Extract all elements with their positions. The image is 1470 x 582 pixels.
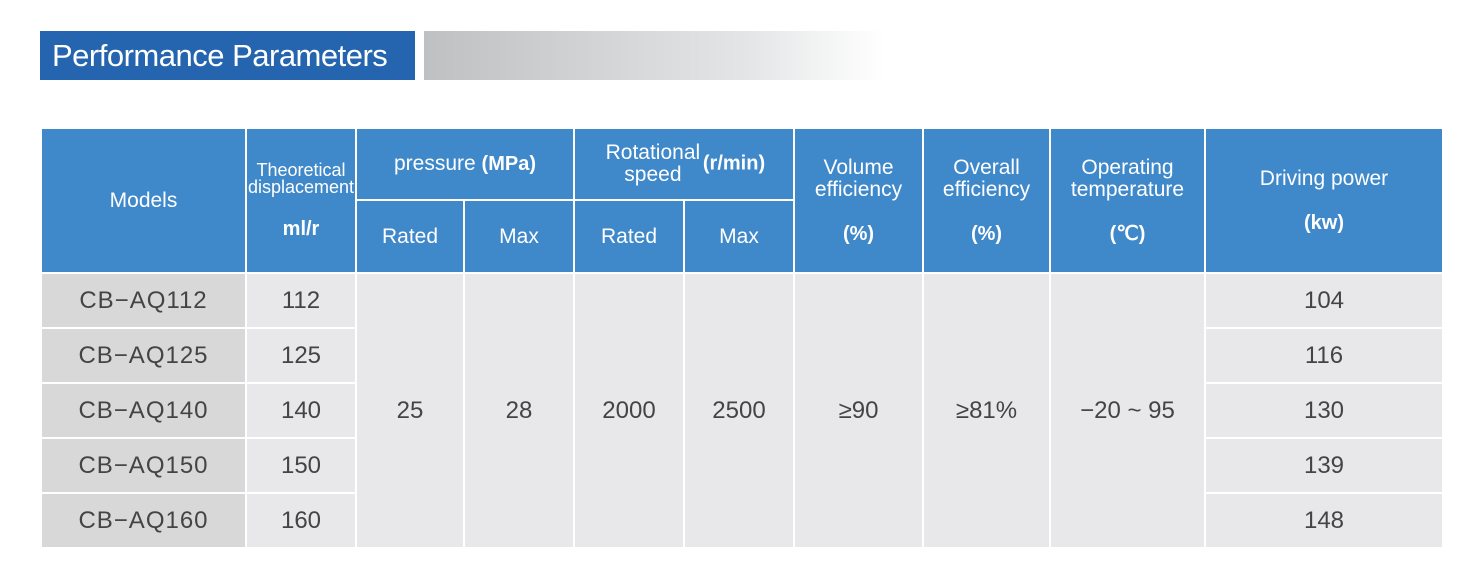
displacement-cell: 125 bbox=[247, 329, 355, 382]
header-pressure: pressure (MPa) bbox=[357, 129, 573, 199]
model-cell: CB−AQ150 bbox=[42, 439, 245, 492]
header-models: Models bbox=[42, 129, 245, 272]
pressure-max-cell: 28 bbox=[465, 274, 573, 547]
displacement-cell: 150 bbox=[247, 439, 355, 492]
header-speed: Rotational speed (r/min) bbox=[575, 129, 793, 199]
header-pressure-rated: Rated bbox=[357, 201, 463, 272]
power-cell: 116 bbox=[1206, 329, 1442, 382]
header-speed-max: Max bbox=[685, 201, 793, 272]
pressure-rated-cell: 25 bbox=[357, 274, 463, 547]
displacement-cell: 140 bbox=[247, 384, 355, 437]
header-speed-rated: Rated bbox=[575, 201, 683, 272]
power-cell: 139 bbox=[1206, 439, 1442, 492]
model-cell: CB−AQ125 bbox=[42, 329, 245, 382]
volume-efficiency-cell: ≥90 bbox=[795, 274, 922, 547]
displacement-cell: 160 bbox=[247, 494, 355, 547]
power-cell: 104 bbox=[1206, 274, 1442, 327]
header-displacement: Theoretical displacement ml/r bbox=[247, 129, 355, 272]
power-cell: 148 bbox=[1206, 494, 1442, 547]
overall-efficiency-cell: ≥81% bbox=[924, 274, 1049, 547]
temperature-cell: −20 ~ 95 bbox=[1051, 274, 1204, 547]
header-overall-efficiency: Overall efficiency (%) bbox=[924, 129, 1049, 272]
model-cell: CB−AQ112 bbox=[42, 274, 245, 327]
speed-rated-cell: 2000 bbox=[575, 274, 683, 547]
table-row: CB−AQ112 112 25 28 2000 2500 ≥90 ≥81% −2… bbox=[42, 274, 1442, 547]
table-row: CB−AQ125 125 116 bbox=[42, 329, 1442, 382]
header-volume-efficiency: Volume efficiency (%) bbox=[795, 129, 922, 272]
performance-table: Models Theoretical displacement ml/r pres… bbox=[40, 127, 1444, 549]
section-title: Performance Parameters bbox=[40, 31, 415, 80]
power-cell: 130 bbox=[1206, 384, 1442, 437]
speed-max-cell: 2500 bbox=[685, 274, 793, 547]
model-cell: CB−AQ140 bbox=[42, 384, 245, 437]
header-pressure-max: Max bbox=[465, 201, 573, 272]
table-row: CB−AQ150 150 139 bbox=[42, 439, 1442, 492]
displacement-cell: 112 bbox=[247, 274, 355, 327]
header-power: Driving power (kw) bbox=[1206, 129, 1442, 272]
header-temperature: Operating temperature (℃) bbox=[1051, 129, 1204, 272]
model-cell: CB−AQ160 bbox=[42, 494, 245, 547]
title-gradient-bar bbox=[424, 31, 884, 80]
table-row: CB−AQ140 140 130 bbox=[42, 384, 1442, 437]
table-row: CB−AQ160 160 148 bbox=[42, 494, 1442, 547]
